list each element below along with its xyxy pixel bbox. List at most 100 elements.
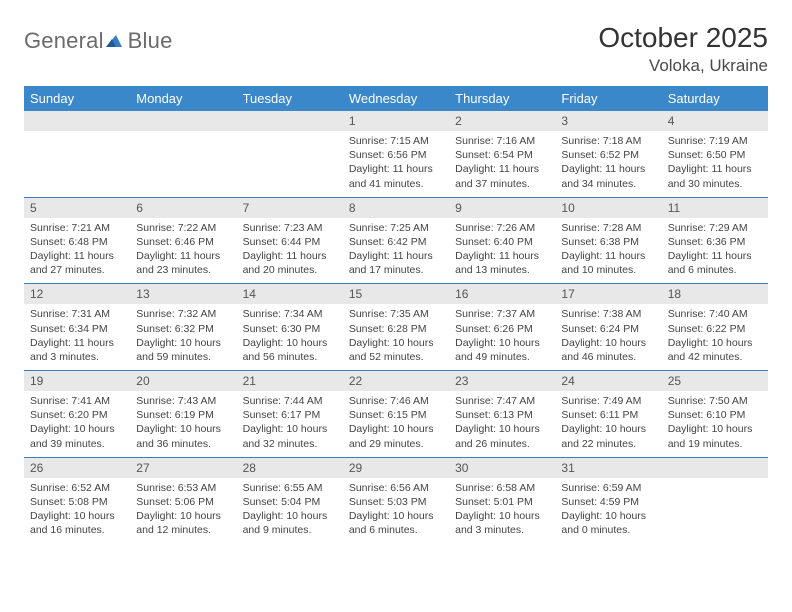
day-number-row: 10: [555, 198, 661, 218]
day-content: Sunrise: 7:23 AMSunset: 6:44 PMDaylight:…: [237, 218, 343, 284]
day-cell: 6Sunrise: 7:22 AMSunset: 6:46 PMDaylight…: [130, 197, 236, 284]
day-cell: 31Sunrise: 6:59 AMSunset: 4:59 PMDayligh…: [555, 457, 661, 543]
day-header: Wednesday: [343, 86, 449, 111]
day-cell: 8Sunrise: 7:25 AMSunset: 6:42 PMDaylight…: [343, 197, 449, 284]
day-header: Monday: [130, 86, 236, 111]
logo-text-general: General: [24, 28, 104, 54]
day-cell: 24Sunrise: 7:49 AMSunset: 6:11 PMDayligh…: [555, 371, 661, 458]
day-header: Friday: [555, 86, 661, 111]
day-content: Sunrise: 7:40 AMSunset: 6:22 PMDaylight:…: [662, 304, 768, 370]
day-content: Sunrise: 6:55 AMSunset: 5:04 PMDaylight:…: [237, 478, 343, 544]
day-number-row: 4: [662, 111, 768, 131]
month-title: October 2025: [598, 22, 768, 54]
day-number: 19: [24, 371, 130, 391]
day-cell: 26Sunrise: 6:52 AMSunset: 5:08 PMDayligh…: [24, 457, 130, 543]
day-number: 31: [555, 458, 661, 478]
day-number-row: 7: [237, 198, 343, 218]
week-row: 26Sunrise: 6:52 AMSunset: 5:08 PMDayligh…: [24, 457, 768, 543]
day-number: 28: [237, 458, 343, 478]
day-cell: 17Sunrise: 7:38 AMSunset: 6:24 PMDayligh…: [555, 284, 661, 371]
day-cell: 16Sunrise: 7:37 AMSunset: 6:26 PMDayligh…: [449, 284, 555, 371]
day-content: Sunrise: 6:56 AMSunset: 5:03 PMDaylight:…: [343, 478, 449, 544]
day-number-row: .: [237, 111, 343, 131]
day-content: Sunrise: 7:28 AMSunset: 6:38 PMDaylight:…: [555, 218, 661, 284]
day-number-row: .: [24, 111, 130, 131]
day-content: Sunrise: 7:49 AMSunset: 6:11 PMDaylight:…: [555, 391, 661, 457]
day-header-row: Sunday Monday Tuesday Wednesday Thursday…: [24, 86, 768, 111]
day-cell: .: [237, 111, 343, 197]
day-number-row: 16: [449, 284, 555, 304]
day-content: Sunrise: 7:22 AMSunset: 6:46 PMDaylight:…: [130, 218, 236, 284]
day-number: 3: [555, 111, 661, 131]
day-number-row: 6: [130, 198, 236, 218]
day-content: Sunrise: 7:19 AMSunset: 6:50 PMDaylight:…: [662, 131, 768, 197]
day-cell: 13Sunrise: 7:32 AMSunset: 6:32 PMDayligh…: [130, 284, 236, 371]
day-number: 24: [555, 371, 661, 391]
day-number: 11: [662, 198, 768, 218]
day-content: Sunrise: 7:35 AMSunset: 6:28 PMDaylight:…: [343, 304, 449, 370]
day-number-row: 8: [343, 198, 449, 218]
day-content: Sunrise: 6:58 AMSunset: 5:01 PMDaylight:…: [449, 478, 555, 544]
day-number-row: 21: [237, 371, 343, 391]
day-cell: 10Sunrise: 7:28 AMSunset: 6:38 PMDayligh…: [555, 197, 661, 284]
day-number-row: 18: [662, 284, 768, 304]
day-number-row: 31: [555, 458, 661, 478]
day-cell: .: [130, 111, 236, 197]
day-content: Sunrise: 7:47 AMSunset: 6:13 PMDaylight:…: [449, 391, 555, 457]
day-content: Sunrise: 7:26 AMSunset: 6:40 PMDaylight:…: [449, 218, 555, 284]
day-content: Sunrise: 7:25 AMSunset: 6:42 PMDaylight:…: [343, 218, 449, 284]
day-number-row: 29: [343, 458, 449, 478]
day-cell: 25Sunrise: 7:50 AMSunset: 6:10 PMDayligh…: [662, 371, 768, 458]
day-number-row: .: [662, 458, 768, 478]
day-cell: 11Sunrise: 7:29 AMSunset: 6:36 PMDayligh…: [662, 197, 768, 284]
day-number: 5: [24, 198, 130, 218]
day-cell: 23Sunrise: 7:47 AMSunset: 6:13 PMDayligh…: [449, 371, 555, 458]
day-number: 29: [343, 458, 449, 478]
day-content: Sunrise: 7:16 AMSunset: 6:54 PMDaylight:…: [449, 131, 555, 197]
day-content: Sunrise: 7:46 AMSunset: 6:15 PMDaylight:…: [343, 391, 449, 457]
day-cell: .: [24, 111, 130, 197]
day-number: 22: [343, 371, 449, 391]
day-number: 14: [237, 284, 343, 304]
day-number: 4: [662, 111, 768, 131]
day-number: 20: [130, 371, 236, 391]
day-content: Sunrise: 6:52 AMSunset: 5:08 PMDaylight:…: [24, 478, 130, 544]
day-content: Sunrise: 7:44 AMSunset: 6:17 PMDaylight:…: [237, 391, 343, 457]
day-number-row: 14: [237, 284, 343, 304]
day-number-row: 9: [449, 198, 555, 218]
day-cell: 9Sunrise: 7:26 AMSunset: 6:40 PMDaylight…: [449, 197, 555, 284]
day-number: 13: [130, 284, 236, 304]
day-number-row: 24: [555, 371, 661, 391]
day-number-row: 26: [24, 458, 130, 478]
day-content: Sunrise: 6:59 AMSunset: 4:59 PMDaylight:…: [555, 478, 661, 544]
day-content: Sunrise: 7:29 AMSunset: 6:36 PMDaylight:…: [662, 218, 768, 284]
day-cell: 29Sunrise: 6:56 AMSunset: 5:03 PMDayligh…: [343, 457, 449, 543]
day-number: 1: [343, 111, 449, 131]
day-number: 23: [449, 371, 555, 391]
day-content: Sunrise: 7:34 AMSunset: 6:30 PMDaylight:…: [237, 304, 343, 370]
day-number-row: 1: [343, 111, 449, 131]
day-content: Sunrise: 7:15 AMSunset: 6:56 PMDaylight:…: [343, 131, 449, 197]
day-cell: 12Sunrise: 7:31 AMSunset: 6:34 PMDayligh…: [24, 284, 130, 371]
day-number: 15: [343, 284, 449, 304]
day-cell: 21Sunrise: 7:44 AMSunset: 6:17 PMDayligh…: [237, 371, 343, 458]
day-content: Sunrise: 7:38 AMSunset: 6:24 PMDaylight:…: [555, 304, 661, 370]
day-content: Sunrise: 7:50 AMSunset: 6:10 PMDaylight:…: [662, 391, 768, 457]
day-cell: 27Sunrise: 6:53 AMSunset: 5:06 PMDayligh…: [130, 457, 236, 543]
week-row: 5Sunrise: 7:21 AMSunset: 6:48 PMDaylight…: [24, 197, 768, 284]
calendar-page: General Blue October 2025 Voloka, Ukrain…: [0, 0, 792, 565]
day-number-row: 5: [24, 198, 130, 218]
day-content: Sunrise: 6:53 AMSunset: 5:06 PMDaylight:…: [130, 478, 236, 544]
day-header: Tuesday: [237, 86, 343, 111]
day-content: Sunrise: 7:32 AMSunset: 6:32 PMDaylight:…: [130, 304, 236, 370]
day-number: 25: [662, 371, 768, 391]
day-number-row: 2: [449, 111, 555, 131]
calendar-body: . . . 1Sunrise: 7:15 AMSunset: 6:56 PMDa…: [24, 111, 768, 543]
logo-text-blue: Blue: [128, 28, 173, 54]
day-cell: 5Sunrise: 7:21 AMSunset: 6:48 PMDaylight…: [24, 197, 130, 284]
day-number: 27: [130, 458, 236, 478]
logo: General Blue: [24, 28, 173, 54]
day-cell: 19Sunrise: 7:41 AMSunset: 6:20 PMDayligh…: [24, 371, 130, 458]
day-content: Sunrise: 7:21 AMSunset: 6:48 PMDaylight:…: [24, 218, 130, 284]
day-number-row: 3: [555, 111, 661, 131]
